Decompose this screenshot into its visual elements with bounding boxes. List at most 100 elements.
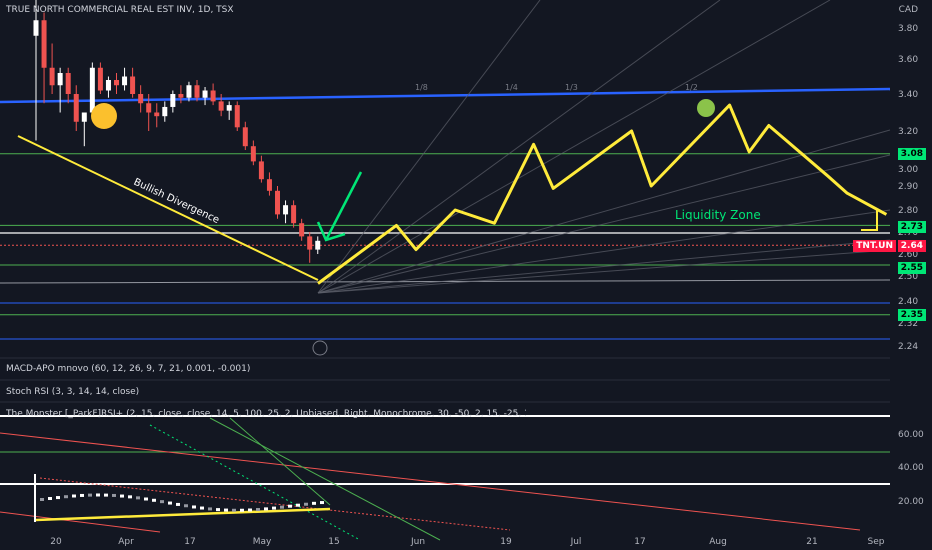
price-axis-tick: 2.70 bbox=[898, 228, 918, 238]
candle-body bbox=[275, 190, 280, 215]
fan-label: 1/3 bbox=[565, 83, 578, 92]
candle-body bbox=[154, 112, 160, 117]
rsi-bar bbox=[96, 493, 100, 497]
rsi-bar bbox=[232, 508, 236, 512]
fan-line bbox=[317, 154, 891, 294]
x-axis-tick: May bbox=[253, 537, 272, 547]
candle-body bbox=[194, 85, 200, 98]
rsi-bar bbox=[288, 504, 292, 508]
candle-body bbox=[49, 67, 55, 86]
rsi-bar bbox=[104, 493, 108, 497]
price-tag-level-3: 2.55 bbox=[897, 262, 926, 274]
candle-body bbox=[299, 223, 305, 237]
price-tag-level-4: 2.35 bbox=[897, 309, 926, 321]
rsi-red-trend-2 bbox=[0, 511, 161, 533]
candle-body bbox=[186, 85, 192, 98]
fan-label: 1/4 bbox=[505, 83, 518, 92]
x-axis-tick: 19 bbox=[500, 537, 512, 547]
rsi-bar bbox=[128, 495, 132, 499]
candle-body bbox=[291, 205, 297, 224]
rsi-red-trend bbox=[0, 432, 861, 531]
green-arrow-head bbox=[316, 221, 346, 242]
fan-line bbox=[317, 249, 891, 294]
candle-body bbox=[307, 236, 313, 250]
rsi-yellow-trend bbox=[35, 507, 331, 522]
rsi-bar bbox=[144, 497, 148, 501]
candle-body bbox=[122, 76, 128, 86]
price-tag-last: 2.64 bbox=[897, 240, 926, 252]
rsi-red-dotted bbox=[39, 477, 511, 531]
clover-icon bbox=[697, 99, 715, 117]
candle-body bbox=[234, 105, 240, 128]
price-axis-tick: 2.50 bbox=[898, 272, 918, 282]
price-axis-tick: 2.32 bbox=[898, 319, 918, 329]
indicator-macd-label[interactable]: MACD-APO mnovo (60, 12, 26, 9, 7, 21, 0.… bbox=[6, 364, 251, 374]
rsi-bar bbox=[72, 494, 76, 498]
candle-body bbox=[114, 80, 119, 86]
x-axis-tick: 21 bbox=[806, 537, 817, 547]
candle-body bbox=[33, 20, 39, 36]
candle-body bbox=[65, 73, 71, 94]
rsi-axis-tick: 40.00 bbox=[898, 463, 924, 473]
projection-path bbox=[317, 103, 888, 285]
rsi-bar bbox=[280, 505, 284, 509]
liquidity-zone-label: Liquidity Zone bbox=[675, 208, 761, 222]
divergence-label: Bullish Divergence bbox=[132, 177, 221, 226]
lightning-icon bbox=[312, 340, 328, 356]
rsi-green-line-2 bbox=[229, 417, 331, 506]
divergence-line bbox=[17, 135, 319, 281]
x-axis-tick: Sep bbox=[868, 537, 885, 547]
rsi-bar bbox=[296, 503, 300, 507]
rsi-bar bbox=[208, 507, 212, 511]
rsi-bar bbox=[176, 502, 180, 506]
price-axis-tick: 3.00 bbox=[898, 165, 918, 175]
shocked-face-icon bbox=[91, 103, 117, 129]
fan-line bbox=[317, 0, 831, 294]
rsi-bar bbox=[120, 494, 124, 498]
chart-title: TRUE NORTH COMMERCIAL REAL EST INV, 1D, … bbox=[6, 5, 234, 15]
rsi-bar bbox=[56, 496, 60, 500]
candle-body bbox=[210, 90, 216, 102]
indicator-monster-label[interactable]: The Monster [_ParkF]RSI+ (2, 15, close, … bbox=[6, 409, 526, 419]
price-axis-tick: 3.80 bbox=[898, 24, 918, 34]
candle-body bbox=[138, 94, 144, 104]
x-axis-tick: Jul bbox=[570, 537, 582, 547]
price-axis-tick: 2.80 bbox=[898, 206, 918, 216]
rsi-bar bbox=[48, 497, 52, 501]
fan-line bbox=[317, 0, 721, 294]
fan-label: 1/2 bbox=[685, 83, 698, 92]
candle-body bbox=[97, 67, 103, 91]
fan-line bbox=[317, 129, 891, 294]
rsi-bar bbox=[168, 501, 172, 505]
candle-body bbox=[170, 94, 176, 107]
x-axis-tick: 20 bbox=[50, 537, 62, 547]
price-tag-level-1: 3.08 bbox=[897, 148, 926, 160]
rsi-bar bbox=[192, 505, 196, 509]
end-arrow bbox=[861, 210, 878, 231]
green-arrow-shaft bbox=[324, 171, 363, 241]
rsi-bar bbox=[320, 501, 324, 505]
indicator-stoch-label[interactable]: Stoch RSI (3, 3, 14, 14, close) bbox=[6, 387, 140, 397]
candle-body bbox=[73, 94, 79, 122]
rsi-axis-tick: 60.00 bbox=[898, 430, 924, 440]
rsi-bar bbox=[272, 506, 276, 510]
rsi-bar bbox=[304, 502, 308, 506]
candle-body bbox=[89, 67, 95, 113]
rsi-bar bbox=[40, 498, 44, 501]
x-axis-tick: Aug bbox=[709, 537, 727, 547]
rsi-bar bbox=[248, 508, 252, 512]
price-axis-tick: 3.40 bbox=[898, 90, 918, 100]
x-axis-tick: 15 bbox=[328, 537, 339, 547]
candle-body bbox=[218, 101, 224, 111]
candle-body bbox=[162, 106, 168, 117]
fan-label: 1/8 bbox=[415, 83, 428, 92]
fan-line bbox=[317, 0, 541, 294]
rsi-bar bbox=[312, 501, 316, 505]
candle-body bbox=[226, 105, 232, 111]
price-axis-tick: 2.90 bbox=[898, 182, 918, 192]
candle-body bbox=[81, 112, 87, 122]
x-axis-tick: Jun bbox=[410, 537, 425, 547]
rsi-bar bbox=[184, 504, 188, 508]
currency-label: CAD bbox=[898, 5, 918, 15]
